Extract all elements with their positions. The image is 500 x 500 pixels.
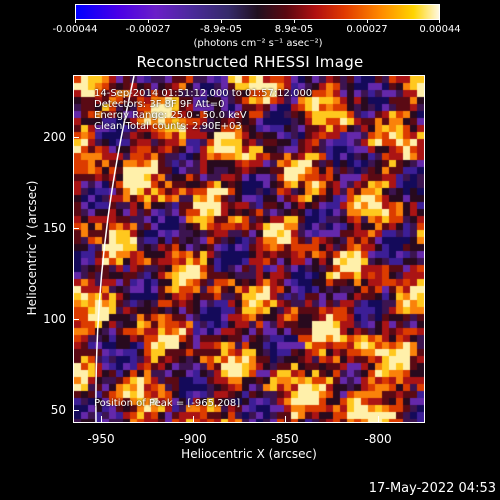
peak-position-label: Position of Peak = [-965,208]: [94, 398, 241, 409]
colorbar-tick-label: 0.00027: [346, 24, 388, 35]
colorbar-tick-mark: [148, 19, 149, 23]
solar-limb-line: [95, 76, 135, 422]
y-tick-mark: [73, 319, 79, 320]
x-tick-mark: [378, 416, 379, 422]
y-tick-mark: [73, 410, 79, 411]
colorbar-tick-mark: [75, 19, 76, 23]
y-tick-mark: [73, 137, 79, 138]
y-tick-label: 100: [43, 312, 66, 326]
colorbar-units-label: (photons cm⁻² s⁻¹ asec⁻²): [193, 38, 323, 49]
y-tick-label: 200: [43, 130, 66, 144]
x-tick-mark: [101, 416, 102, 422]
x-tick-mark: [193, 416, 194, 422]
colorbar-tick-label: -8.9e-05: [200, 24, 242, 35]
info-line-time: 14-Sep-2014 01:51:12.000 to 01:57:12.000: [94, 88, 313, 99]
colorbar-tick-label: -0.00027: [125, 24, 171, 35]
y-tick-label: 50: [50, 403, 66, 417]
rhessi-heatmap: [74, 76, 424, 422]
colorbar-tick-label: 8.9e-05: [274, 24, 314, 35]
x-tick-label: -850: [271, 432, 299, 446]
info-line-detectors: Detectors: 3F 8F 9F Att=0: [94, 99, 225, 110]
render-timestamp: 17-May-2022 04:53: [368, 481, 496, 496]
colorbar-tick-mark: [221, 19, 222, 23]
plot-title: Reconstructed RHESSI Image: [136, 53, 364, 71]
x-tick-label: -800: [364, 432, 392, 446]
colorbar-tick-label: -0.00044: [52, 24, 98, 35]
x-tick-mark: [285, 416, 286, 422]
image-plot: 14-Sep-2014 01:51:12.000 to 01:57:12.000…: [73, 75, 425, 423]
info-line-counts: Clean Total counts: 2.90E+03: [94, 121, 242, 132]
colorbar: [75, 4, 440, 20]
x-tick-label: -950: [87, 432, 115, 446]
x-axis-label: Heliocentric X (arcsec): [181, 447, 317, 461]
colorbar-tick-mark: [367, 19, 368, 23]
y-tick-label: 150: [43, 221, 66, 235]
colorbar-tick-label: 0.00044: [419, 24, 461, 35]
x-tick-label: -900: [179, 432, 207, 446]
colorbar-tick-mark: [294, 19, 295, 23]
info-line-energy: Energy Range: 25.0 - 50.0 keV: [94, 110, 247, 121]
y-tick-mark: [73, 228, 79, 229]
y-axis-label: Heliocentric Y (arcsec): [25, 180, 39, 316]
colorbar-tick-mark: [439, 19, 440, 23]
